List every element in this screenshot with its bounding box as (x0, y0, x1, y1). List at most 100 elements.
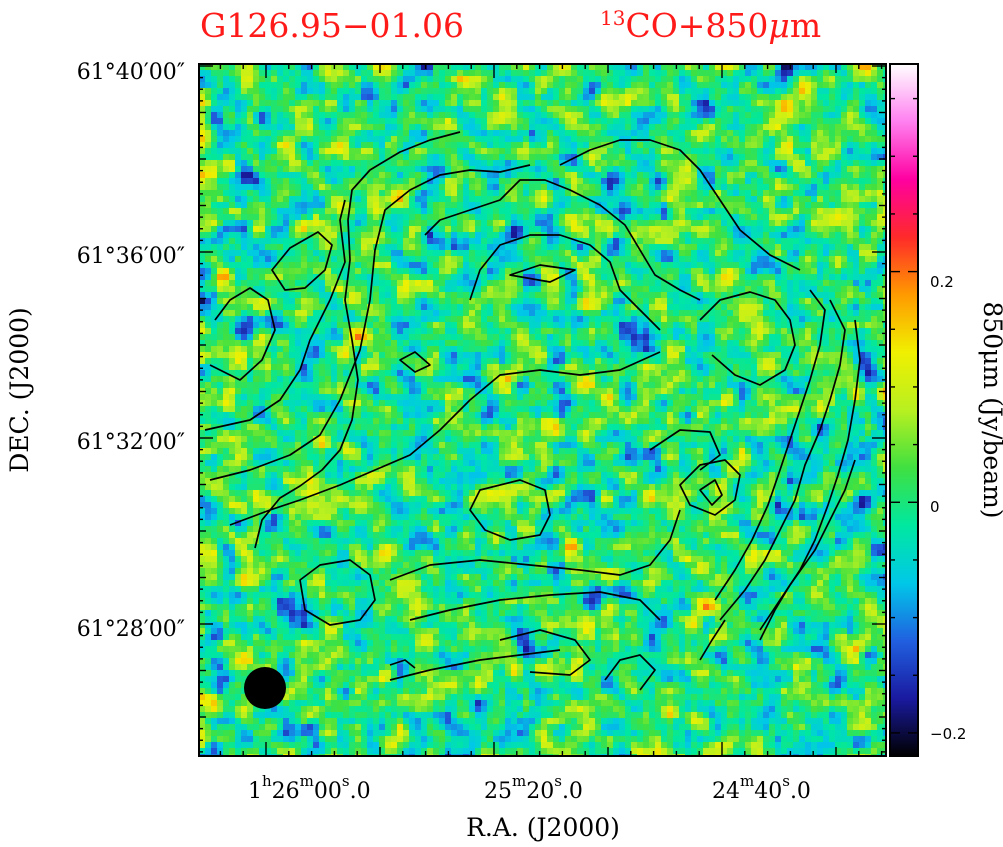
heatmap-cell (781, 214, 788, 221)
heatmap-cell (247, 70, 254, 77)
heatmap-cell (475, 244, 482, 251)
heatmap-cell (613, 142, 620, 149)
heatmap-cell (541, 250, 548, 257)
heatmap-cell (319, 88, 326, 95)
heatmap-cell (265, 322, 272, 329)
heatmap-cell (553, 250, 560, 257)
heatmap-cell (499, 148, 506, 155)
heatmap-cell (691, 88, 698, 95)
heatmap-cell (637, 202, 644, 209)
heatmap-cell (643, 178, 650, 185)
heatmap-cell (475, 112, 482, 119)
heatmap-cell (589, 196, 596, 203)
heatmap-cell (709, 130, 716, 137)
heatmap-cell (451, 100, 458, 107)
heatmap-cell (427, 292, 434, 299)
heatmap-cell (835, 82, 842, 89)
heatmap-cell (439, 268, 446, 275)
heatmap-cell (763, 76, 770, 83)
heatmap-cell (271, 94, 278, 101)
heatmap-cell (727, 208, 734, 215)
heatmap-cell (559, 238, 566, 245)
heatmap-cell (655, 304, 662, 311)
heatmap-cell (625, 166, 632, 173)
heatmap-cell (745, 106, 752, 113)
heatmap-cell (865, 202, 872, 209)
heatmap-cell (199, 322, 206, 329)
heatmap-cell (883, 88, 886, 95)
heatmap-cell (361, 124, 368, 131)
heatmap-cell (835, 202, 842, 209)
heatmap-cell (235, 208, 242, 215)
heatmap-cell (283, 256, 290, 263)
heatmap-cell (283, 142, 290, 149)
heatmap-cell (877, 304, 884, 311)
heatmap-cell (205, 208, 212, 215)
heatmap-cell (373, 250, 380, 257)
heatmap-cell (535, 256, 542, 263)
heatmap-cell (355, 196, 362, 203)
heatmap-cell (493, 262, 500, 269)
heatmap-cell (301, 274, 308, 281)
heatmap-cell (577, 70, 584, 77)
heatmap-cell (259, 322, 266, 329)
heatmap-cell (373, 106, 380, 113)
heatmap-cell (511, 142, 518, 149)
heatmap-cell (853, 76, 860, 83)
heatmap-cell (307, 172, 314, 179)
heatmap-cell (445, 262, 452, 269)
heatmap-cell (211, 196, 218, 203)
heatmap-cell (763, 82, 770, 89)
heatmap-cell (847, 238, 854, 245)
heatmap-cell (631, 208, 638, 215)
heatmap-cell (295, 100, 302, 107)
heatmap-cell (439, 214, 446, 221)
heatmap-cell (217, 190, 224, 197)
heatmap-cell (451, 82, 458, 89)
heatmap-cell (799, 214, 806, 221)
heatmap-cell (457, 292, 464, 299)
heatmap-cell (481, 106, 488, 113)
heatmap-cell (469, 274, 476, 281)
heatmap-cell (565, 304, 572, 311)
heatmap-cell (451, 238, 458, 245)
heatmap-cell (601, 292, 608, 299)
heatmap-cell (727, 262, 734, 269)
heatmap-cell (559, 82, 566, 89)
heatmap-cell (565, 214, 572, 221)
heatmap-cell (427, 160, 434, 167)
heatmap-cell (457, 262, 464, 269)
heatmap-cell (871, 280, 878, 287)
heatmap-cell (727, 250, 734, 257)
heatmap-cell (721, 226, 728, 233)
heatmap-cell (319, 142, 326, 149)
heatmap-cell (829, 142, 836, 149)
heatmap-cell (259, 70, 266, 77)
heatmap-cell (343, 166, 350, 173)
heatmap-cell (733, 178, 740, 185)
heatmap-cell (625, 148, 632, 155)
heatmap-cell (241, 124, 248, 131)
heatmap-cell (781, 250, 788, 257)
heatmap-cell (439, 274, 446, 281)
heatmap-cell (691, 304, 698, 311)
heatmap-cell (445, 130, 452, 137)
heatmap-cell (409, 124, 416, 131)
heatmap-cell (325, 82, 332, 89)
heatmap-cell (331, 94, 338, 101)
heatmap-cell (391, 298, 398, 305)
heatmap-cell (745, 70, 752, 77)
heatmap-cell (853, 154, 860, 161)
heatmap-cell (739, 220, 746, 227)
heatmap-cell (445, 112, 452, 119)
heatmap-cell (403, 76, 410, 83)
heatmap-cell (817, 268, 824, 275)
heatmap-cell (325, 166, 332, 173)
heatmap-cell (319, 220, 326, 227)
heatmap-cell (433, 82, 440, 89)
heatmap-cell (595, 310, 602, 317)
heatmap-cell (829, 268, 836, 275)
heatmap-cell (469, 88, 476, 95)
heatmap-cell (565, 94, 572, 101)
heatmap-cell (439, 250, 446, 257)
